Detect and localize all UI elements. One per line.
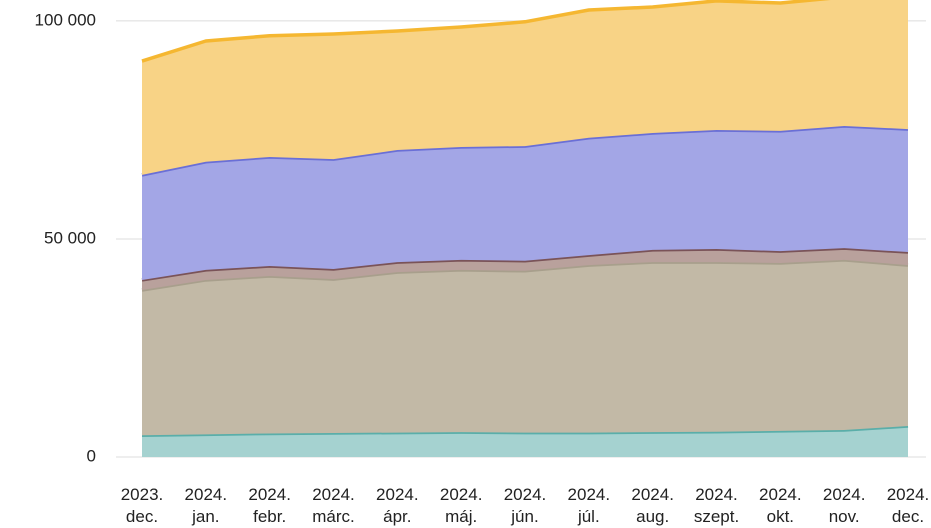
x-tick-label: 2024. dec.	[886, 485, 930, 526]
y-tick-label: 100 000	[35, 10, 96, 29]
y-tick-label: 0	[87, 446, 96, 465]
x-tick-label: 2024. jún.	[503, 485, 547, 526]
x-tick-label: 2024. jan.	[184, 485, 228, 526]
x-tick-label: 2024. márc.	[312, 485, 355, 526]
area	[142, 259, 908, 436]
area	[142, 248, 908, 290]
x-tick-label: 2024. aug.	[631, 485, 674, 526]
x-tick-label: 2024. júl.	[567, 485, 611, 526]
x-tick-label: 2024. febr.	[248, 485, 291, 526]
x-tick-label: 2024. szept.	[693, 485, 740, 526]
area-line	[141, 0, 831, 63]
x-tick-label: 2024. okt.	[759, 485, 802, 526]
area	[142, 0, 908, 175]
x-tick-label: 2024. máj.	[439, 485, 483, 526]
area	[142, 126, 908, 280]
x-tick-label: 2024. ápr.	[376, 485, 419, 526]
y-tick-label: 50 000	[44, 228, 96, 247]
x-tick-label: 2024. nov.	[822, 485, 866, 526]
x-tick-label: 2023. dec.	[120, 485, 164, 526]
